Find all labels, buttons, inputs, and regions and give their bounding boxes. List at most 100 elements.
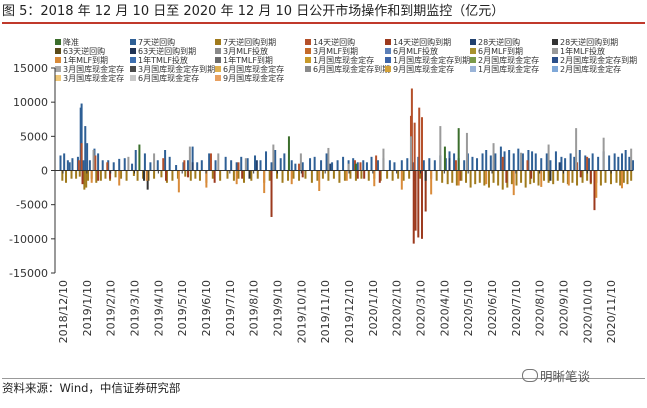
x-tick-label: 2020/10/10 — [581, 280, 594, 343]
bar — [460, 170, 463, 181]
bar — [558, 162, 561, 171]
bar — [290, 160, 293, 171]
x-tick-label: 2020/9/10 — [558, 280, 571, 336]
bar — [576, 170, 579, 186]
bar — [343, 170, 346, 181]
bar — [593, 170, 596, 211]
bar — [591, 153, 594, 171]
bar — [80, 143, 83, 171]
bar — [620, 170, 623, 189]
legend-swatch — [215, 57, 221, 63]
legend-swatch — [55, 57, 61, 63]
bar — [77, 160, 80, 171]
x-tick-label: 2020/2/10 — [391, 280, 404, 336]
bar — [595, 170, 598, 198]
bar — [540, 170, 543, 187]
bar — [226, 170, 229, 179]
bar — [393, 162, 396, 171]
bar — [453, 153, 456, 171]
bar — [630, 170, 633, 181]
bar — [573, 156, 576, 171]
bar — [329, 163, 332, 171]
bar — [283, 153, 286, 171]
legend-label: 6月MLF到期 — [478, 47, 523, 56]
legend-label: 2月国库现金定存到期 — [560, 55, 637, 65]
bar — [213, 170, 216, 183]
legend-label: 63天逆回购到期 — [138, 46, 196, 56]
bar — [188, 146, 191, 171]
bar — [301, 170, 304, 178]
bar — [543, 170, 546, 181]
bar — [469, 170, 472, 188]
bar — [534, 153, 537, 171]
bar — [131, 163, 134, 171]
watermark: 明晰笔谈 — [522, 366, 590, 385]
bar — [615, 170, 618, 183]
bar — [298, 170, 301, 181]
bar — [84, 126, 87, 171]
bar — [87, 170, 90, 181]
bar — [327, 147, 330, 171]
bar — [578, 150, 581, 171]
bar — [604, 170, 607, 183]
bar — [478, 170, 481, 183]
legend-swatch — [385, 66, 391, 72]
legend-swatch — [470, 48, 476, 54]
bar — [547, 144, 550, 171]
bar — [356, 170, 359, 179]
bar — [177, 170, 180, 193]
bar — [338, 170, 341, 183]
x-tick-label: 2019/11/10 — [319, 280, 332, 343]
legend-label: 9月国库现金定存 — [223, 73, 284, 83]
bar — [81, 170, 84, 185]
bar — [465, 132, 468, 171]
bar — [448, 158, 451, 171]
bar — [345, 170, 348, 181]
bar — [628, 156, 631, 171]
bar — [299, 153, 302, 171]
bar — [494, 153, 497, 171]
bar — [354, 163, 357, 171]
legend-label: 2月国库现金定存 — [560, 64, 621, 74]
bar — [549, 170, 552, 181]
bar — [263, 170, 266, 194]
bar — [422, 160, 425, 171]
y-axis: -15000 -10000 -5000 0 5000 10000 15000 — [9, 62, 56, 280]
bar — [153, 153, 156, 171]
bar — [530, 170, 533, 179]
bar — [237, 170, 240, 179]
bar — [465, 170, 468, 183]
bar — [554, 151, 557, 171]
bar — [347, 163, 350, 171]
bar — [613, 153, 616, 171]
bar — [378, 170, 381, 183]
bar — [217, 153, 220, 171]
bar — [569, 153, 572, 171]
bar — [270, 170, 273, 217]
bar — [112, 162, 115, 171]
bar — [531, 151, 534, 171]
bar — [259, 160, 262, 171]
bar — [99, 170, 102, 181]
bar — [560, 156, 563, 171]
bar — [587, 158, 590, 171]
bar — [492, 143, 495, 171]
bar — [499, 146, 502, 171]
bar — [443, 146, 446, 171]
bar — [70, 170, 73, 179]
bar — [241, 170, 244, 179]
bar — [134, 150, 137, 171]
legend-swatch — [305, 66, 311, 72]
legend-label: 3月国库现金定存 — [63, 64, 124, 74]
bar — [196, 162, 199, 171]
bar — [95, 170, 98, 183]
bar — [352, 158, 355, 171]
bar — [214, 160, 217, 171]
x-tick-label: 2020/5/10 — [462, 280, 475, 336]
bar — [382, 148, 385, 171]
x-tick-label: 2019/10/10 — [295, 280, 308, 343]
bar — [540, 158, 543, 171]
bar — [191, 162, 194, 171]
bar — [301, 162, 304, 171]
